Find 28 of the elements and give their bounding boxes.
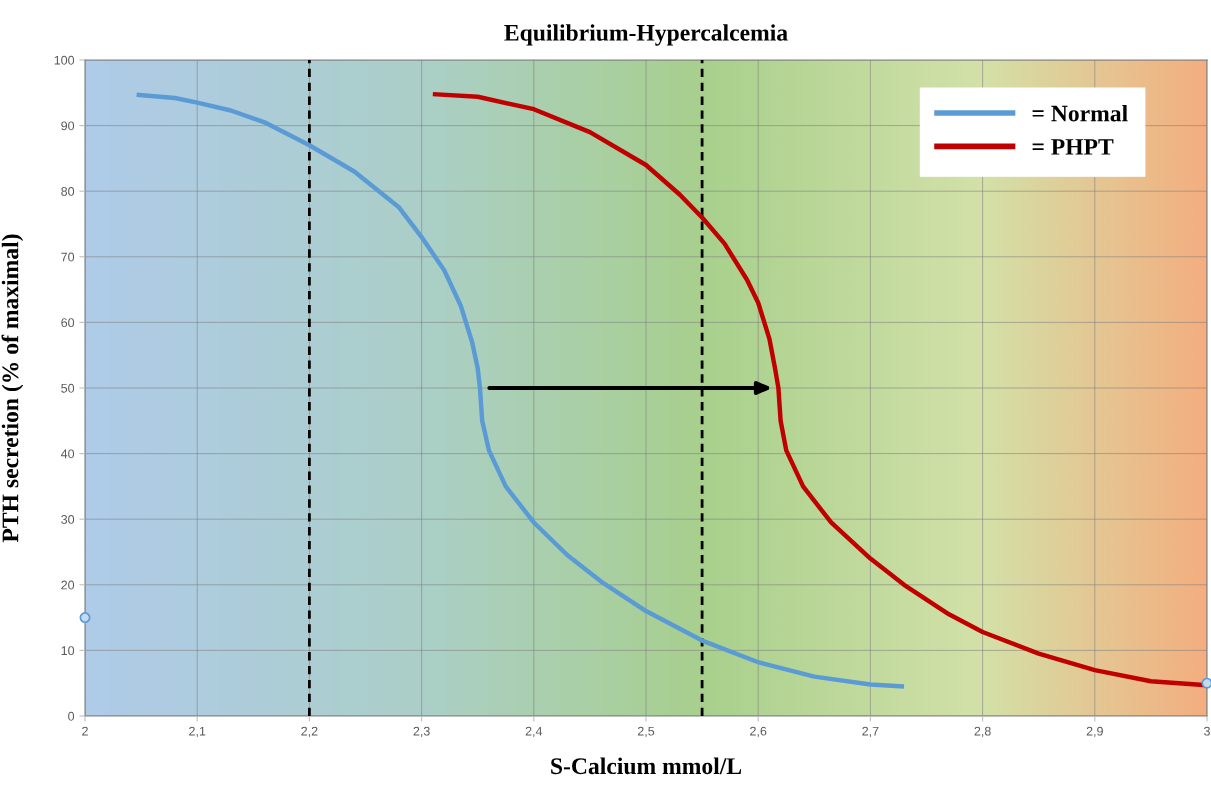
x-tick-label: 2,8 <box>974 726 991 738</box>
x-axis-title: S-Calcium mmol/L <box>551 757 742 775</box>
x-tick-label: 2,3 <box>413 726 430 738</box>
x-tick-label: 2,9 <box>1086 726 1103 738</box>
x-tick-label: 3 <box>1204 726 1210 736</box>
x-tick-label: 2,2 <box>301 726 318 738</box>
line-series <box>134 92 907 689</box>
y-tick-label: 20 <box>61 580 75 590</box>
y-tick-label: 50 <box>61 383 75 393</box>
x-tick-label: 2,4 <box>525 726 543 738</box>
y-axis-title: PTH secretion (% of maximal) <box>1 234 24 543</box>
y-tick-label: 60 <box>61 318 75 328</box>
x-tick-label: 2,7 <box>862 726 879 738</box>
y-tick-label: 90 <box>61 121 75 131</box>
y-tick-label: 70 <box>61 252 75 262</box>
x-tick-label: 2,6 <box>750 726 767 738</box>
x-tick-label: 2 <box>82 726 88 736</box>
x-tick-label: 2,5 <box>637 726 655 738</box>
y-tick-label: 80 <box>61 187 75 196</box>
y-tick-label: 40 <box>60 449 75 459</box>
chart-title: Equilibrium-Hypercalcemia <box>504 24 788 46</box>
x-tick-label: 2,1 <box>189 726 206 738</box>
legend-label: = PHPT <box>1032 139 1114 155</box>
y-tick-label: 30 <box>61 515 75 524</box>
y-tick-label: 10 <box>61 646 75 656</box>
legend-label: = Normal <box>1032 104 1128 122</box>
y-tick-label: 0 <box>68 711 75 721</box>
y-tick-label: 100 <box>54 55 75 65</box>
